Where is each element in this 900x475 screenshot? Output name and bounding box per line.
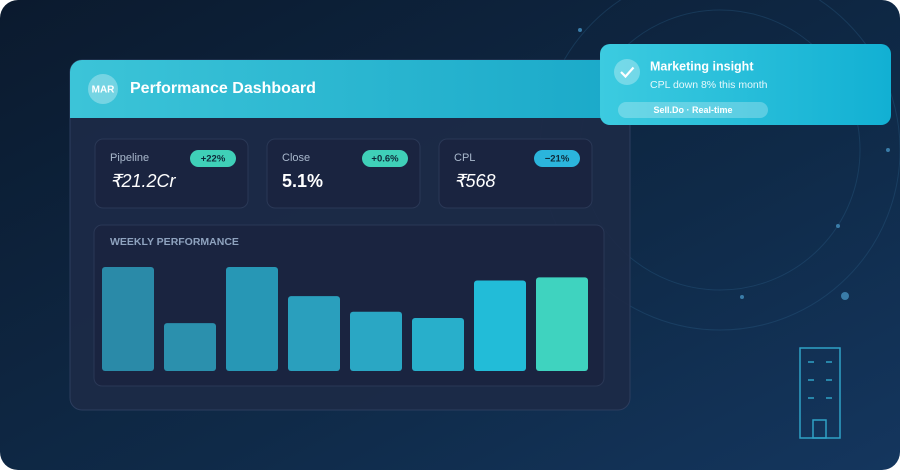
kpi-label: Pipeline — [110, 152, 149, 164]
bar — [288, 296, 340, 371]
bar — [164, 323, 216, 371]
notification-tag-text: Sell.Do · Real-time — [653, 105, 732, 115]
kpi-change: −21% — [545, 154, 570, 165]
kpi-value: 5.1% — [282, 171, 323, 191]
notification-title: Marketing insight — [650, 59, 754, 73]
kpi-label: Close — [282, 152, 310, 164]
kpi-value: ₹568 — [454, 171, 495, 191]
notification-text: CPL down 8% this month — [650, 79, 768, 91]
kpi-cards: Pipeline ₹21.2Cr +22% Close 5.1% +0.6% CPL ₹568… — [94, 138, 593, 209]
kpi-change: +0.6% — [371, 154, 399, 165]
kpi-change-pill — [362, 150, 408, 167]
notification-tag — [618, 102, 768, 118]
kpi-change-pill — [190, 150, 236, 167]
check-icon — [620, 66, 635, 79]
chart-title: WEEKLY PERFORMANCE — [110, 236, 239, 248]
avatar — [88, 74, 118, 104]
bars — [102, 267, 588, 371]
kpi-value: ₹21.2Cr — [110, 171, 176, 191]
bar — [474, 280, 526, 371]
kpi-label: CPL — [454, 152, 475, 164]
check-circle — [614, 59, 640, 85]
bar — [536, 277, 588, 371]
kpi-change: +22% — [201, 154, 226, 165]
kpi-change-pill — [534, 150, 580, 167]
bar — [226, 267, 278, 371]
dashboard-title: Performance Dashboard — [130, 80, 316, 97]
notification[interactable] — [600, 44, 891, 125]
building-icon — [799, 347, 841, 439]
bar — [102, 267, 154, 371]
avatar-text: MAR — [92, 85, 116, 96]
bar — [350, 311, 402, 371]
dashboard-header — [70, 60, 630, 118]
bar — [412, 317, 464, 371]
decor-dots — [578, 28, 890, 300]
